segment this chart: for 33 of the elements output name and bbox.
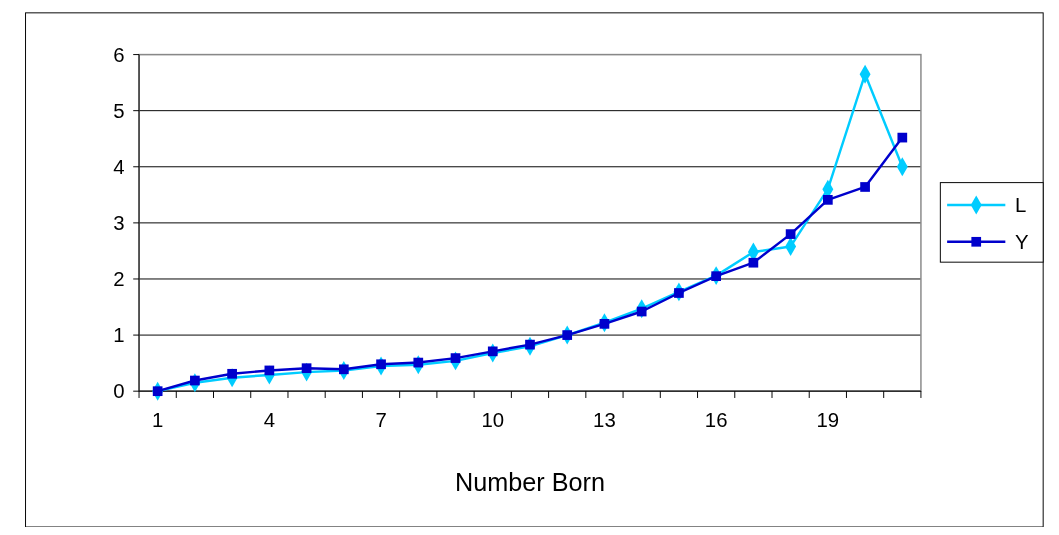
- point: [599, 319, 610, 329]
- y-tick-label: 0: [113, 380, 125, 403]
- x-tick-label: 7: [375, 409, 387, 432]
- point: [525, 339, 535, 350]
- point: [785, 229, 796, 239]
- y-tick-label: 5: [113, 99, 125, 122]
- x-axis-title: Number Born: [454, 468, 605, 497]
- legend-label: Y: [1015, 230, 1030, 253]
- legend-label: L: [1015, 194, 1027, 217]
- point: [487, 346, 498, 357]
- point: [823, 195, 833, 205]
- x-tick-label: 10: [481, 409, 505, 432]
- x-tick-label: 19: [816, 409, 840, 432]
- y-tick-label: 1: [113, 324, 125, 347]
- x-tick-label: 13: [593, 409, 616, 432]
- point: [860, 182, 870, 192]
- point: [376, 359, 386, 370]
- point: [413, 357, 424, 368]
- x-tick-label: 4: [263, 409, 276, 432]
- y-tick-label: 2: [113, 268, 125, 291]
- x-tick-label: 16: [704, 409, 728, 432]
- point: [301, 363, 312, 374]
- point: [338, 364, 349, 375]
- point: [152, 386, 163, 397]
- y-tick-label: 3: [113, 212, 125, 235]
- y-tick-label: 4: [113, 155, 125, 178]
- point: [636, 306, 647, 317]
- point: [450, 353, 461, 363]
- point: [897, 132, 908, 143]
- point: [190, 375, 200, 386]
- y-tick-label: 6: [113, 43, 125, 66]
- point: [748, 257, 759, 268]
- x-tick-label: 1: [151, 409, 164, 432]
